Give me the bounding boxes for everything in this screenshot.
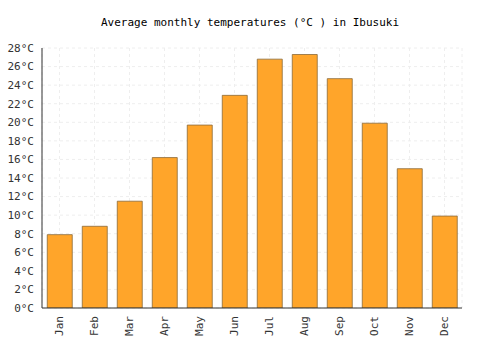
svg-text:18°C: 18°C — [8, 135, 34, 148]
svg-text:14°C: 14°C — [8, 172, 34, 185]
svg-text:Jul: Jul — [263, 316, 276, 336]
svg-text:Nov: Nov — [403, 316, 416, 336]
svg-text:22°C: 22°C — [8, 98, 34, 111]
svg-text:6°C: 6°C — [14, 246, 34, 259]
svg-text:Jun: Jun — [228, 316, 241, 336]
svg-text:0°C: 0°C — [14, 302, 34, 315]
svg-text:20°C: 20°C — [8, 116, 34, 129]
svg-text:Aug: Aug — [298, 316, 311, 336]
svg-text:Dec: Dec — [438, 316, 451, 336]
svg-text:May: May — [193, 316, 206, 336]
svg-text:Sep: Sep — [333, 316, 346, 336]
html-text:Average monthly temperatures (: Average monthly temperatures (°C ) in Ib… — [101, 16, 399, 29]
svg-text:12°C: 12°C — [8, 190, 34, 203]
svg-text:Jan: Jan — [53, 316, 66, 336]
svg-text:2°C: 2°C — [14, 283, 34, 296]
svg-text:Feb: Feb — [88, 316, 101, 336]
svg-text:4°C: 4°C — [14, 265, 34, 278]
svg-text:28°C: 28°C — [8, 42, 34, 55]
svg-text:10°C: 10°C — [8, 209, 34, 222]
svg-text:8°C: 8°C — [14, 228, 34, 241]
svg-text:Oct: Oct — [368, 316, 381, 336]
svg-text:Mar: Mar — [123, 316, 136, 336]
svg-text:16°C: 16°C — [8, 153, 34, 166]
svg-text:24°C: 24°C — [8, 79, 34, 92]
svg-text:26°C: 26°C — [8, 60, 34, 73]
svg-text:Apr: Apr — [158, 316, 171, 336]
